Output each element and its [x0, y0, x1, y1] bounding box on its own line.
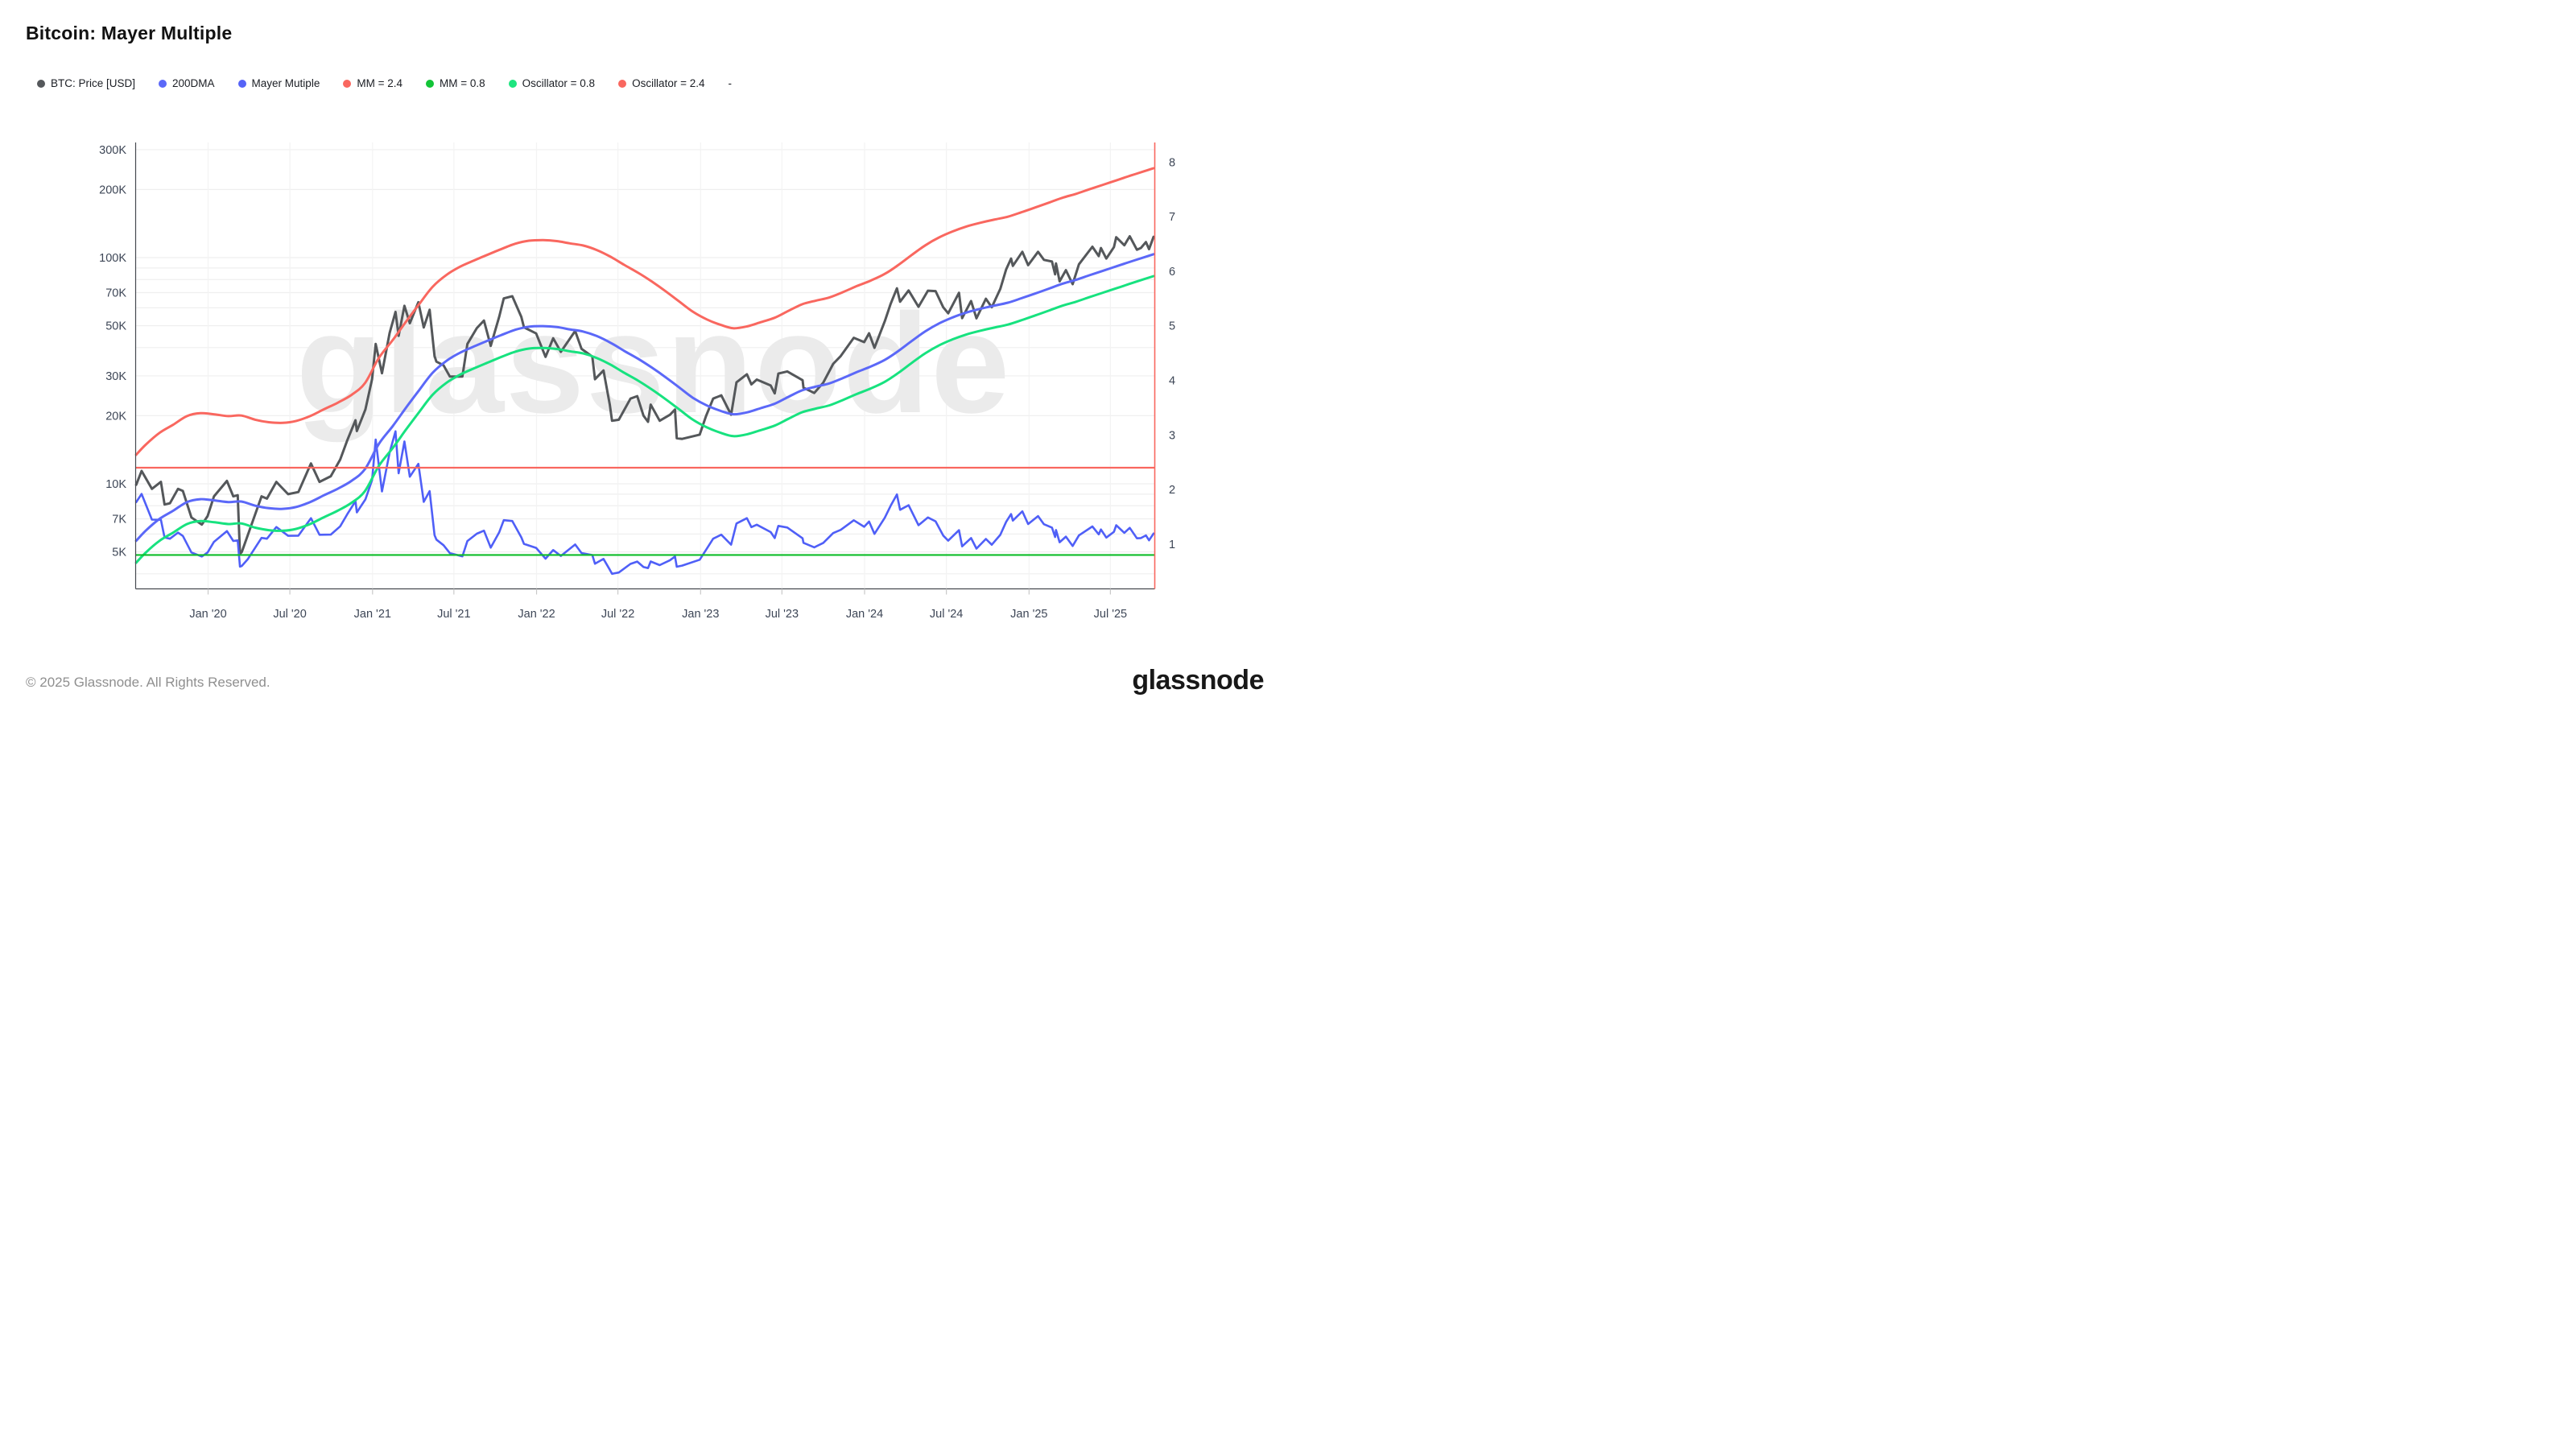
legend-dot: [508, 79, 517, 88]
legend-item-mm-0-8[interactable]: MM = 0.8: [425, 77, 485, 89]
price-axis-label: 100K: [99, 252, 126, 265]
legend-item-oscillator-2-4[interactable]: Oscillator = 2.4: [618, 77, 704, 89]
price-axis-label: 10K: [105, 478, 126, 491]
price-axis-label: 70K: [105, 287, 126, 300]
legend-item-mm-2-4[interactable]: MM = 2.4: [343, 77, 402, 89]
legend-dot: [159, 79, 167, 88]
x-axis-label: Jan '25: [1010, 608, 1047, 621]
price-axis-label: 300K: [99, 144, 126, 157]
series-mm-2-4-band: [134, 167, 1155, 456]
oscillator-axis-label: 2: [1169, 484, 1175, 497]
x-axis-label: Jan '20: [189, 608, 226, 621]
price-axis-label: 200K: [99, 184, 126, 196]
chart-legend: BTC: Price [USD] 200DMA Mayer Mutiple MM = …: [37, 77, 732, 89]
series-btc-price: [134, 235, 1155, 555]
page-title: Bitcoin: Mayer Multiple: [26, 23, 233, 43]
legend-label: MM = 2.4: [357, 77, 402, 89]
legend-label: Mayer Mutiple: [251, 77, 320, 89]
oscillator-axis-label: 4: [1169, 375, 1175, 388]
copyright-text: © 2025 Glassnode. All Rights Reserved.: [26, 675, 270, 690]
x-axis-label: Jul '23: [766, 608, 799, 621]
x-axis-label: Jan '22: [518, 608, 555, 621]
price-axis-label: 5K: [112, 547, 126, 559]
legend-label: Oscillator = 0.8: [522, 77, 596, 89]
oscillator-axis-label: 8: [1169, 156, 1175, 169]
legend-dot: [37, 79, 45, 88]
legend-dot: [425, 79, 434, 88]
x-axis-label: Jul '25: [1094, 608, 1127, 621]
legend-trailing-dash: -: [728, 77, 732, 89]
legend-item-oscillator-0-8[interactable]: Oscillator = 0.8: [508, 77, 596, 89]
series-mm-0-8-band: [134, 275, 1155, 564]
glassnode-logo: glassnode: [1132, 665, 1264, 696]
x-axis-label: Jul '21: [437, 608, 470, 621]
series-mayer-multiple: [134, 430, 1155, 576]
x-axis-label: Jan '24: [846, 608, 883, 621]
legend-label: BTC: Price [USD]: [51, 77, 136, 89]
x-axis-label: Jul '20: [273, 608, 306, 621]
legend-item-btc-price-usd[interactable]: BTC: Price [USD]: [37, 77, 135, 89]
legend-dot: [237, 79, 246, 88]
series-200dma: [134, 253, 1155, 543]
price-axis-label: 20K: [105, 410, 126, 423]
oscillator-axis-label: 3: [1169, 429, 1175, 442]
x-axis-label: Jul '22: [601, 608, 634, 621]
mayer-multiple-chart[interactable]: glassnode 300K 200K 100K 70K 50K 30K 20K 10K 7K 5K…: [0, 0, 1288, 724]
x-axis-label: Jul '24: [930, 608, 963, 621]
oscillator-axis-label: 5: [1169, 320, 1175, 333]
legend-dot: [343, 79, 352, 88]
oscillator-axis-label: 1: [1169, 539, 1175, 551]
x-axis-label: Jan '23: [682, 608, 719, 621]
legend-label: MM = 0.8: [439, 77, 485, 89]
legend-item-mayer-mutiple[interactable]: Mayer Mutiple: [237, 77, 320, 89]
price-axis-label: 30K: [105, 370, 126, 383]
x-axis-label: Jan '21: [354, 608, 391, 621]
legend-item-200dma[interactable]: 200DMA: [159, 77, 215, 89]
legend-label: 200DMA: [172, 77, 215, 89]
oscillator-axis-label: 7: [1169, 211, 1175, 224]
price-axis-label: 7K: [112, 514, 126, 526]
legend-dot: [618, 79, 627, 88]
price-axis-label: 50K: [105, 320, 126, 333]
legend-label: Oscillator = 2.4: [632, 77, 705, 89]
oscillator-axis-label: 6: [1169, 266, 1175, 279]
